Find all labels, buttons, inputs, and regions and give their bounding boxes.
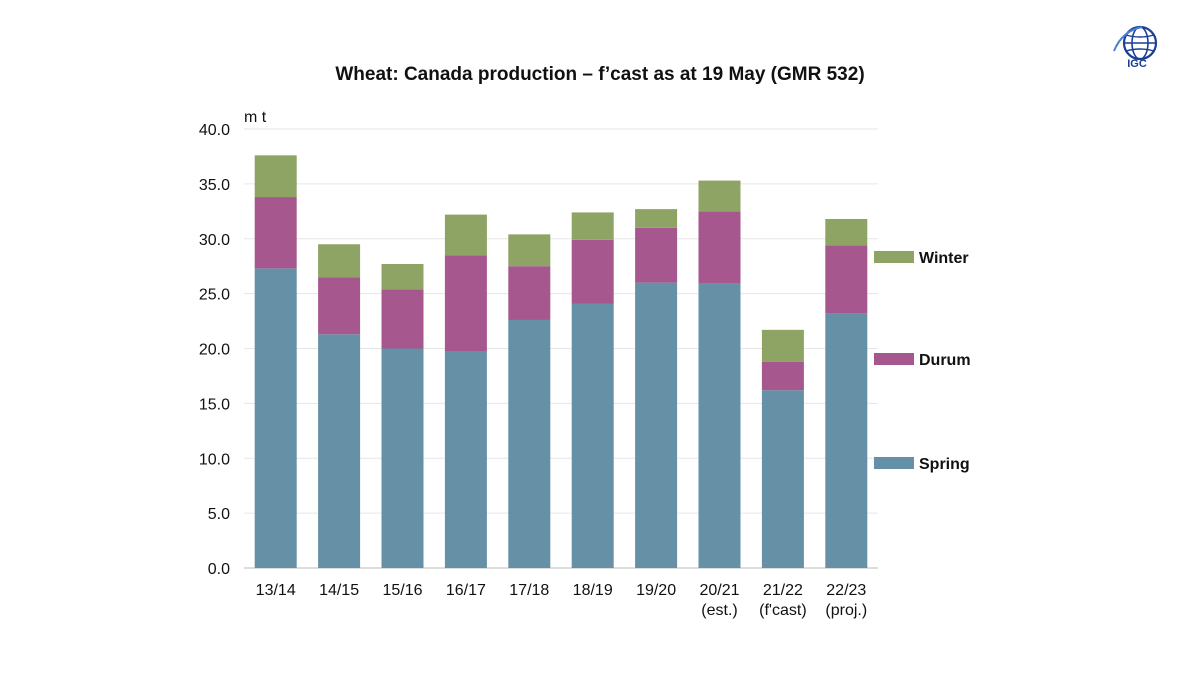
bar-durum: [381, 289, 424, 349]
legend-label-spring: Spring: [919, 456, 970, 473]
legend-swatch-spring: [874, 457, 914, 469]
bar-winter: [381, 263, 424, 290]
legend-label-durum: Durum: [919, 352, 971, 369]
legend: Spring Durum Winter: [874, 250, 971, 473]
x-axis-ticks: 13/14 14/15 15/16 16/17 17/18 18/19 19/20 20/21…: [256, 582, 868, 619]
bar-spring: [825, 313, 868, 568]
x-tick-label: 18/19: [573, 582, 613, 599]
bar-spring: [381, 348, 424, 568]
legend-swatch-winter: [874, 251, 914, 263]
legend-label-winter: Winter: [919, 250, 969, 267]
igc-logo-text: IGC: [1127, 58, 1147, 70]
bar-winter: [571, 212, 614, 240]
y-tick-label: 10.0: [199, 451, 230, 468]
y-tick-label: 35.0: [199, 177, 230, 194]
y-tick-label: 25.0: [199, 287, 230, 304]
bar-spring: [444, 351, 487, 568]
bar-spring: [698, 283, 741, 568]
bar-spring: [635, 282, 678, 568]
y-tick-label: 30.0: [199, 232, 230, 249]
bar-durum: [318, 277, 361, 335]
bar-durum: [254, 197, 297, 269]
legend-swatch-durum: [874, 353, 914, 365]
igc-globe-icon: [1113, 25, 1158, 61]
bar-durum: [508, 266, 551, 320]
bar-spring: [254, 268, 297, 568]
bar-spring: [571, 303, 614, 568]
bar-durum: [571, 239, 614, 304]
x-tick-label: 14/15: [319, 582, 359, 599]
y-tick-label: 40.0: [199, 122, 230, 139]
x-tick-label: 15/16: [382, 582, 422, 599]
x-tick-label: 22/23: [826, 582, 866, 599]
bar-winter: [254, 155, 297, 198]
x-tick-label: 20/21: [699, 582, 739, 599]
y-axis-ticks: 0.0 5.0 10.0 15.0 20.0 25.0 30.0 35.0 40.0: [199, 122, 230, 578]
bar-winter: [318, 244, 361, 278]
y-tick-label: 15.0: [199, 396, 230, 413]
bar-durum: [444, 255, 487, 352]
bars: [254, 155, 868, 568]
chart-title: Wheat: Canada production – f’cast as at …: [335, 64, 865, 85]
x-tick-label: 16/17: [446, 582, 486, 599]
bar-spring: [508, 319, 551, 568]
x-tick-label: (est.): [701, 602, 737, 619]
x-tick-label: (f'cast): [759, 602, 807, 619]
bar-winter: [444, 214, 487, 256]
x-tick-label: 19/20: [636, 582, 676, 599]
bar-winter: [761, 329, 804, 362]
bar-durum: [825, 245, 868, 314]
x-tick-label: 17/18: [509, 582, 549, 599]
bar-winter: [508, 234, 551, 267]
x-tick-label: (proj.): [825, 602, 867, 619]
bar-winter: [698, 180, 741, 212]
y-axis-label: m t: [244, 109, 267, 126]
bar-winter: [635, 209, 678, 228]
bar-winter: [825, 218, 868, 246]
bar-durum: [761, 361, 804, 391]
bar-durum: [635, 227, 678, 283]
y-tick-label: 5.0: [208, 506, 230, 523]
y-tick-label: 20.0: [199, 342, 230, 359]
x-tick-label: 13/14: [256, 582, 296, 599]
bar-spring: [761, 390, 804, 568]
y-tick-label: 0.0: [208, 561, 230, 578]
x-tick-label: 21/22: [763, 582, 803, 599]
bar-spring: [318, 334, 361, 568]
bar-durum: [698, 211, 741, 284]
